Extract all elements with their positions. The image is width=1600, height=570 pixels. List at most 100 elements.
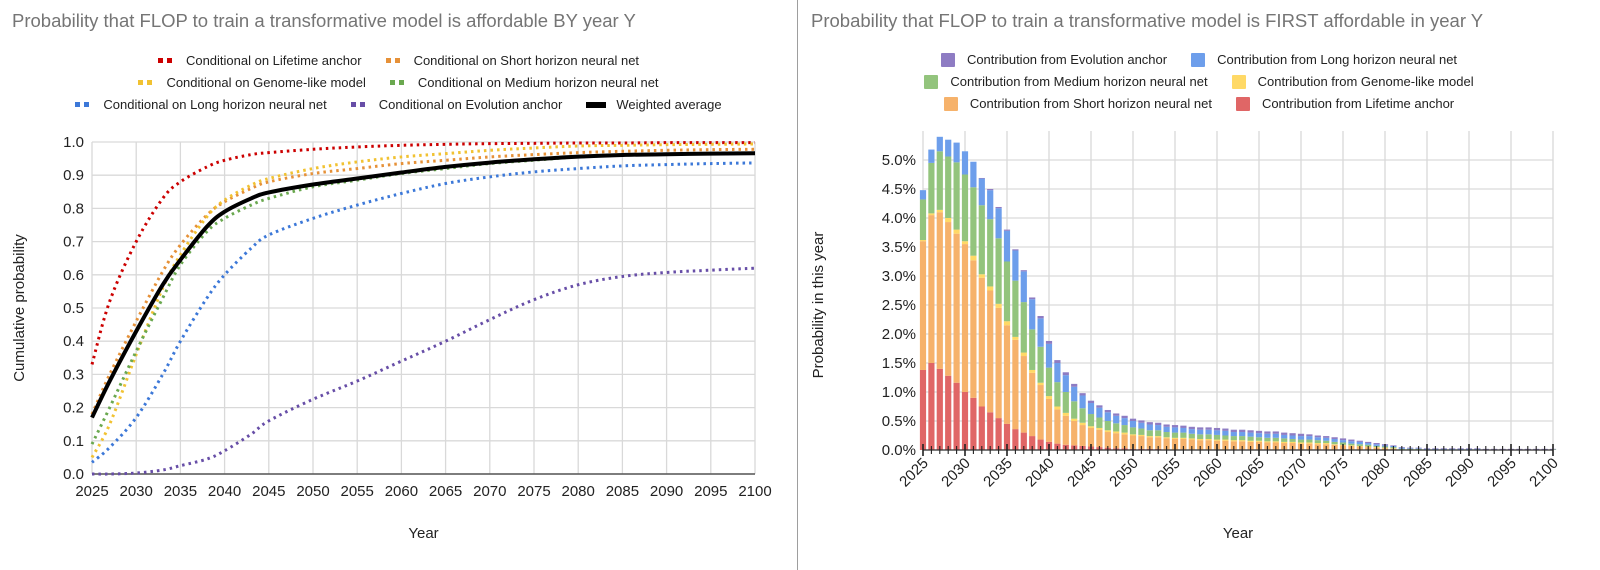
- series-line-weighted-average: [90, 151, 756, 419]
- y-tick-label: 2.5%: [882, 297, 916, 314]
- legend-label: Contribution from Medium horizon neural …: [950, 74, 1208, 89]
- bar-segment-genome-like-model: [970, 255, 977, 261]
- bar-segment-long-horizon-neural-net: [1323, 437, 1330, 441]
- bar-segment-long-horizon-neural-net: [1138, 422, 1145, 429]
- legend-item-weighted-average[interactable]: Weighted average: [586, 97, 722, 112]
- bar-segment-evolution-anchor: [1339, 438, 1347, 441]
- bar-segment-long-horizon-neural-net: [1281, 434, 1288, 439]
- legend-item-contribution-from-evolution-anchor[interactable]: Contribution from Evolution anchor: [940, 52, 1168, 67]
- legend-item-conditional-on-evolution-anchor[interactable]: Conditional on Evolution anchor: [350, 97, 563, 112]
- bar-segment-long-horizon-neural-net: [928, 149, 935, 163]
- bar-segment-lifetime-anchor: [928, 363, 935, 450]
- series-line-conditional-on-short-horizon-neural-net: [90, 147, 756, 415]
- legend-item-conditional-on-long-horizon-neural-net[interactable]: Conditional on Long horizon neural net: [75, 97, 327, 112]
- bar-segment-short-horizon-neural-net: [1272, 442, 1279, 450]
- bar-segment-evolution-anchor: [1163, 424, 1170, 427]
- legend-swatch: [924, 74, 939, 89]
- bar-segment-medium-horizon-neural-net: [945, 156, 952, 218]
- bar-segment-medium-horizon-neural-net: [936, 151, 943, 210]
- bar-segment-evolution-anchor: [987, 189, 994, 191]
- bar-segment-genome-like-model: [1096, 427, 1103, 430]
- legend-item-contribution-from-long-horizon-neural-net[interactable]: Contribution from Long horizon neural ne…: [1191, 52, 1457, 67]
- bar-segment-medium-horizon-neural-net: [978, 205, 985, 275]
- x-tick-label: 2095: [1484, 455, 1520, 491]
- legend-item-conditional-on-short-horizon-neural-net[interactable]: Conditional on Short horizon neural net: [385, 53, 639, 68]
- bar-segment-evolution-anchor: [1348, 439, 1355, 442]
- bar-segment-evolution-anchor: [1155, 422, 1162, 426]
- bar-segment-short-horizon-neural-net: [1230, 441, 1237, 450]
- bar-segment-genome-like-model: [928, 213, 935, 216]
- x-tick-label: 2070: [1274, 455, 1310, 491]
- bar-segment-short-horizon-neural-net: [1239, 441, 1246, 450]
- legend-swatch: [1191, 52, 1206, 67]
- bar-segment-long-horizon-neural-net: [1146, 424, 1153, 431]
- bar-segment-short-horizon-neural-net: [961, 244, 969, 392]
- bar-segment-short-horizon-neural-net: [1071, 421, 1078, 446]
- bar-segment-medium-horizon-neural-net: [928, 162, 935, 214]
- bar-segment-genome-like-model: [987, 286, 994, 291]
- panel-divider: [797, 0, 798, 570]
- y-tick-label: 2.0%: [882, 326, 916, 343]
- legend-item-conditional-on-genome-like-model[interactable]: Conditional on Genome-like model: [138, 75, 366, 90]
- legend-item-conditional-on-medium-horizon-neural-net[interactable]: Conditional on Medium horizon neural net: [389, 75, 659, 90]
- bar-segment-evolution-anchor: [1314, 435, 1321, 438]
- x-tick-label: 2040: [1022, 455, 1058, 491]
- bar-segment-lifetime-anchor: [1020, 432, 1027, 450]
- bar-segment-long-horizon-neural-net: [970, 161, 977, 188]
- bar-segment-medium-horizon-neural-net: [1356, 444, 1363, 446]
- bar-segment-medium-horizon-neural-net: [953, 162, 960, 230]
- bar-segment-long-horizon-neural-net: [1096, 407, 1103, 418]
- x-tick-label: 2025: [75, 483, 108, 500]
- series-line-conditional-on-long-horizon-neural-net: [91, 161, 756, 464]
- bar-segment-long-horizon-neural-net: [1348, 441, 1355, 444]
- bar-segment-evolution-anchor: [1281, 432, 1288, 435]
- legend-label: Contribution from Genome-like model: [1257, 74, 1474, 89]
- bar-segment-long-horizon-neural-net: [1171, 427, 1179, 433]
- bar-segment-short-horizon-neural-net: [1121, 434, 1128, 449]
- bar-segment-evolution-anchor: [1188, 426, 1195, 430]
- legend-item-contribution-from-short-horizon-neural-net[interactable]: Contribution from Short horizon neural n…: [943, 96, 1212, 111]
- bar-segment-medium-horizon-neural-net: [995, 238, 1002, 304]
- bar-segment-long-horizon-neural-net: [953, 142, 960, 163]
- legend-label: Contribution from Long horizon neural ne…: [1217, 52, 1458, 67]
- bar-segment-medium-horizon-neural-net: [1037, 346, 1044, 383]
- bar-segment-short-horizon-neural-net: [1163, 438, 1170, 450]
- bar-segment-genome-like-model: [1054, 406, 1061, 410]
- bar-segment-medium-horizon-neural-net: [1264, 437, 1271, 442]
- legend-item-contribution-from-genome-like-model[interactable]: Contribution from Genome-like model: [1231, 74, 1474, 89]
- legend-label: Conditional on Genome-like model: [166, 75, 366, 90]
- bar-segment-evolution-anchor: [1087, 400, 1095, 404]
- bar-segment-genome-like-model: [1314, 443, 1321, 445]
- bar-segment-lifetime-anchor: [953, 382, 960, 450]
- bar-segment-long-horizon-neural-net: [1155, 425, 1162, 431]
- legend-swatch: [1231, 74, 1246, 89]
- bar-segment-genome-like-model: [1020, 352, 1027, 357]
- bar-segment-long-horizon-neural-net: [961, 151, 969, 175]
- bar-segment-evolution-anchor: [1373, 443, 1380, 445]
- legend-item-contribution-from-medium-horizon-neural-net[interactable]: Contribution from Medium horizon neural …: [924, 74, 1208, 89]
- bar-segment-genome-like-model: [1239, 440, 1246, 442]
- bar-segment-long-horizon-neural-net: [1356, 441, 1363, 445]
- legend-label: Contribution from Short horizon neural n…: [969, 96, 1212, 111]
- bar-segment-lifetime-anchor: [1029, 436, 1036, 450]
- legend-label: Conditional on Evolution anchor: [378, 97, 563, 112]
- y-tick-label: 0.9: [63, 167, 84, 184]
- bar-segment-long-horizon-neural-net: [1205, 429, 1212, 435]
- y-tick-label: 0.2: [63, 400, 84, 417]
- bar-segment-genome-like-model: [936, 209, 943, 213]
- bar-segment-medium-horizon-neural-net: [1272, 437, 1279, 442]
- bar-segment-short-horizon-neural-net: [1138, 436, 1145, 449]
- legend-label: Contribution from Evolution anchor: [966, 52, 1168, 67]
- legend-item-conditional-on-lifetime-anchor[interactable]: Conditional on Lifetime anchor: [157, 53, 362, 68]
- bar-segment-medium-horizon-neural-net: [1239, 436, 1246, 441]
- bar-segment-genome-like-model: [1146, 436, 1153, 438]
- bar-segment-short-horizon-neural-net: [1045, 398, 1053, 442]
- bar-segment-evolution-anchor: [1045, 340, 1053, 344]
- legend-item-contribution-from-lifetime-anchor[interactable]: Contribution from Lifetime anchor: [1235, 96, 1454, 111]
- bar-segment-long-horizon-neural-net: [1121, 418, 1128, 426]
- bar-segment-evolution-anchor: [1297, 433, 1305, 437]
- bar-segment-evolution-anchor: [1012, 249, 1019, 251]
- legend-label: Conditional on Medium horizon neural net: [417, 75, 659, 90]
- bar-segment-evolution-anchor: [1138, 420, 1145, 423]
- bar-segment-short-horizon-neural-net: [1247, 441, 1254, 450]
